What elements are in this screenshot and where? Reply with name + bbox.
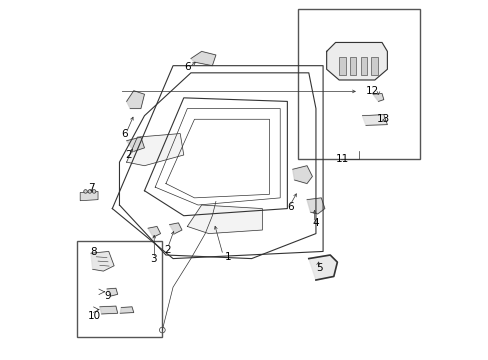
Polygon shape (187, 205, 262, 234)
Bar (77, 241, 162, 337)
Circle shape (88, 190, 91, 193)
Text: 11: 11 (335, 154, 348, 163)
Bar (370, 57, 377, 75)
Text: 2: 2 (164, 245, 170, 255)
Text: 6: 6 (287, 202, 293, 212)
Polygon shape (100, 306, 118, 314)
Text: 4: 4 (312, 218, 318, 228)
Bar (349, 57, 356, 75)
Polygon shape (107, 288, 118, 296)
Polygon shape (308, 255, 337, 280)
Polygon shape (91, 251, 114, 271)
Polygon shape (326, 42, 386, 80)
Bar (360, 57, 366, 75)
Text: 13: 13 (376, 114, 389, 124)
Polygon shape (126, 137, 144, 152)
Polygon shape (126, 134, 183, 166)
Polygon shape (292, 166, 312, 184)
Polygon shape (80, 192, 98, 201)
Polygon shape (120, 307, 134, 313)
Polygon shape (306, 198, 324, 214)
Text: 1: 1 (224, 252, 231, 262)
Bar (339, 57, 345, 75)
Text: 6: 6 (121, 129, 128, 139)
Text: 2: 2 (124, 150, 131, 160)
Text: 5: 5 (315, 262, 322, 273)
Polygon shape (372, 94, 383, 102)
Text: 3: 3 (149, 253, 156, 264)
Polygon shape (190, 51, 216, 66)
Text: 10: 10 (88, 311, 101, 321)
Text: 7: 7 (88, 183, 95, 193)
Bar (298, 9, 419, 158)
Text: 9: 9 (104, 291, 111, 301)
Polygon shape (169, 223, 182, 234)
Text: 6: 6 (183, 63, 190, 72)
Circle shape (83, 190, 87, 193)
Text: 8: 8 (90, 247, 97, 257)
Polygon shape (148, 226, 160, 237)
Text: 12: 12 (365, 86, 378, 96)
Circle shape (92, 190, 96, 193)
Polygon shape (362, 114, 386, 125)
Polygon shape (126, 91, 144, 109)
